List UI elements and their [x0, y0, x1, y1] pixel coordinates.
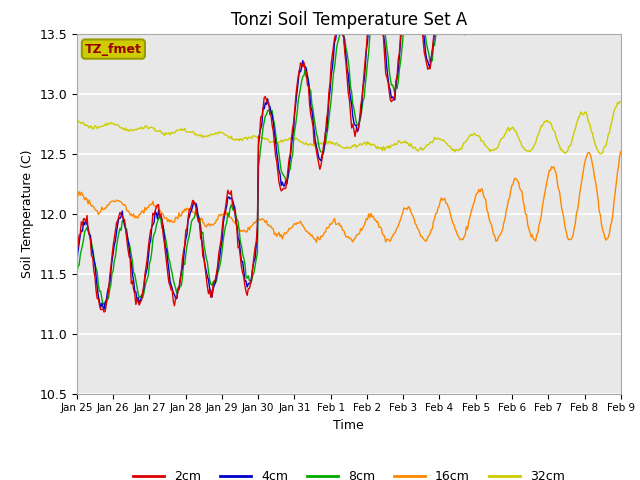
X-axis label: Time: Time [333, 419, 364, 432]
8cm [101, 305, 109, 311]
2cm [73, 249, 81, 254]
4cm [378, 18, 386, 24]
32cm [617, 99, 625, 105]
2cm [378, 29, 386, 35]
16cm [568, 235, 576, 241]
32cm [302, 140, 310, 145]
2cm [303, 82, 311, 87]
32cm [242, 134, 250, 140]
8cm [303, 72, 311, 78]
32cm [596, 151, 604, 156]
32cm [378, 144, 385, 150]
Line: 16cm: 16cm [77, 152, 621, 242]
16cm [404, 204, 412, 209]
4cm [243, 284, 251, 290]
16cm [474, 190, 481, 196]
2cm [243, 292, 251, 298]
16cm [312, 240, 320, 245]
32cm [567, 142, 575, 148]
4cm [303, 73, 311, 79]
32cm [403, 140, 411, 145]
4cm [100, 307, 108, 312]
Line: 4cm: 4cm [77, 0, 621, 310]
2cm [100, 309, 108, 315]
Title: Tonzi Soil Temperature Set A: Tonzi Soil Temperature Set A [230, 11, 467, 29]
32cm [473, 132, 481, 138]
8cm [243, 276, 251, 281]
Line: 32cm: 32cm [77, 102, 621, 154]
16cm [378, 230, 386, 236]
8cm [73, 272, 81, 277]
Y-axis label: Soil Temperature (C): Soil Temperature (C) [20, 149, 34, 278]
Line: 2cm: 2cm [77, 0, 621, 312]
16cm [73, 193, 81, 199]
16cm [242, 229, 250, 235]
4cm [73, 259, 81, 265]
8cm [378, 5, 386, 11]
Line: 8cm: 8cm [77, 0, 621, 308]
16cm [302, 228, 310, 234]
Text: TZ_fmet: TZ_fmet [85, 43, 142, 56]
Legend: 2cm, 4cm, 8cm, 16cm, 32cm: 2cm, 4cm, 8cm, 16cm, 32cm [128, 465, 570, 480]
16cm [617, 149, 625, 155]
32cm [73, 119, 81, 125]
